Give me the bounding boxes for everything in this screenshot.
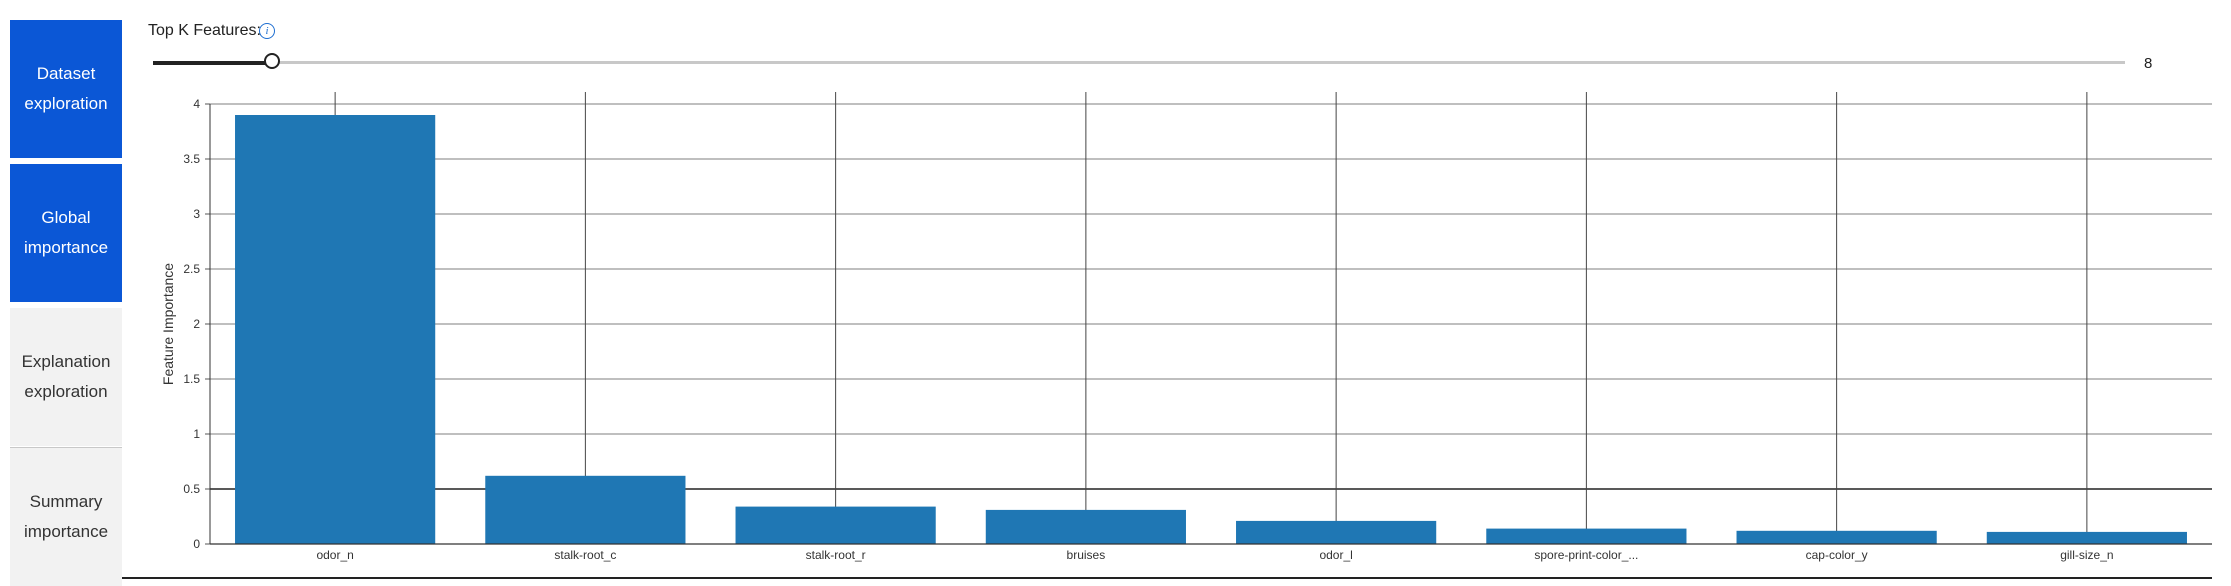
slider-fill: [153, 60, 272, 65]
y-tick-label: 1: [193, 427, 200, 441]
tab-global-importance[interactable]: Global importance: [10, 164, 122, 302]
x-tick-label: gill-size_n: [2060, 548, 2113, 562]
bar-bruises: [985, 509, 1186, 544]
bar-cap-color-y: [1736, 530, 1937, 544]
bar-odor-l: [1236, 520, 1437, 544]
tab-label: Summary importance: [23, 492, 109, 541]
y-tick-label: 2.5: [183, 262, 200, 276]
bar-stalk-root-c: [485, 475, 686, 544]
x-tick-label: spore-print-color_...: [1534, 548, 1638, 562]
x-tick-label: odor_n: [316, 548, 353, 562]
tab-explanation-exploration[interactable]: Explanation exploration: [10, 308, 122, 446]
y-axis-label: Feature Importance: [160, 263, 176, 385]
bar-gill-size-n: [1986, 531, 2187, 544]
y-tick-label: 1.5: [183, 372, 200, 386]
tab-label: Global importance: [23, 208, 109, 257]
tab-label: Dataset exploration: [24, 64, 108, 113]
y-tick-label: 0: [193, 537, 200, 551]
tab-label: Explanation exploration: [21, 352, 111, 401]
tab-dataset-exploration[interactable]: Dataset exploration: [10, 20, 122, 158]
bar-odor-n: [235, 115, 436, 544]
y-tick-label: 0.5: [183, 482, 200, 496]
slider-value: 8: [2144, 55, 2153, 72]
x-tick-label: stalk-root_r: [806, 548, 866, 562]
top-k-slider[interactable]: [153, 53, 2125, 69]
y-tick-label: 3: [193, 207, 200, 221]
info-icon[interactable]: i: [259, 23, 275, 39]
x-tick-label: bruises: [1067, 548, 1106, 562]
slider-thumb[interactable]: [264, 53, 280, 69]
x-tick-label: stalk-root_c: [554, 548, 616, 562]
tab-summary-importance[interactable]: Summary importance: [10, 448, 122, 586]
y-tick-label: 2: [193, 317, 200, 331]
y-tick-label: 4: [193, 97, 200, 111]
y-tick-label: 3.5: [183, 152, 200, 166]
top-k-label: Top K Features:: [148, 22, 261, 39]
x-tick-label: cap-color_y: [1806, 548, 1868, 562]
bar-stalk-root-r: [735, 506, 936, 544]
bar-spore-print-color: [1486, 528, 1687, 544]
x-tick-label: odor_l: [1319, 548, 1352, 562]
nav-divider: [10, 447, 122, 448]
